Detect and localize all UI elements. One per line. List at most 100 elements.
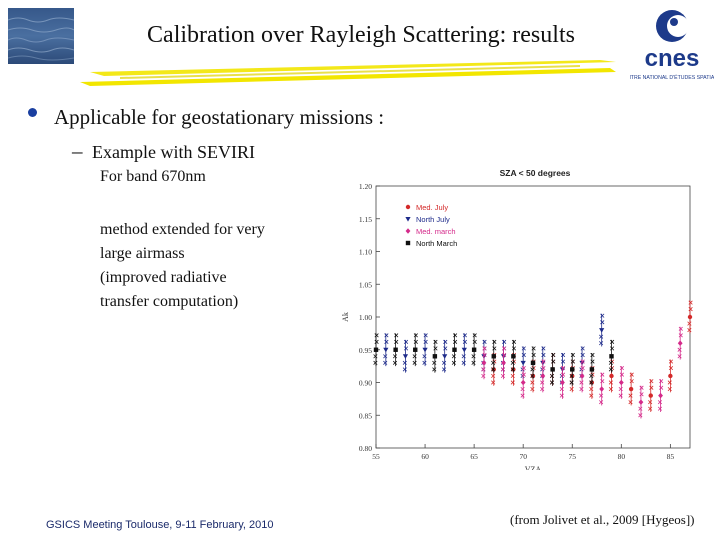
sample-cross	[579, 380, 584, 385]
sample-cross	[423, 333, 428, 338]
sample-cross	[502, 339, 507, 344]
sample-cross	[608, 386, 613, 392]
data-point	[405, 204, 411, 210]
method-line: large airmass	[100, 245, 185, 262]
sample-cross	[569, 380, 574, 385]
bullet-dot	[28, 108, 37, 117]
sample-cross	[540, 386, 545, 392]
sample-cross	[472, 333, 477, 338]
data-point	[422, 347, 428, 353]
data-point	[570, 367, 575, 372]
method-line: transfer computation)	[100, 293, 239, 310]
sample-cross	[648, 400, 653, 405]
sample-cross	[482, 346, 487, 351]
sample-cross	[402, 367, 407, 372]
sample-cross	[687, 321, 692, 326]
data-point	[405, 240, 411, 246]
sample-cross	[443, 346, 448, 351]
sample-cross	[500, 367, 506, 372]
sample-cross	[599, 400, 604, 405]
y-tick-label: 1.05	[359, 280, 372, 289]
sample-cross	[657, 400, 663, 405]
title-underline	[80, 60, 616, 86]
sample-cross	[403, 346, 409, 351]
sample-cross	[600, 379, 605, 384]
sample-cross	[659, 379, 664, 384]
sample-cross	[482, 339, 487, 344]
svg-text:cnes: cnes	[645, 45, 700, 72]
sample-cross	[639, 385, 644, 390]
sample-cross	[560, 372, 566, 377]
sample-cross	[619, 366, 624, 371]
y-tick-label: 1.10	[359, 248, 372, 257]
sample-cross	[491, 360, 496, 365]
y-tick-label: 1.15	[359, 215, 372, 224]
legend-label: Med. July	[416, 203, 448, 212]
sample-cross	[589, 393, 594, 398]
sample-cross	[579, 386, 584, 392]
sample-cross	[610, 346, 615, 351]
sample-cross	[580, 359, 585, 364]
x-tick-label: 85	[667, 452, 675, 461]
sample-cross	[540, 380, 545, 385]
sample-cross	[374, 339, 379, 344]
data-point	[383, 347, 389, 353]
sample-cross	[657, 406, 663, 411]
sample-cross	[580, 346, 585, 351]
sample-cross	[580, 366, 585, 371]
sample-cross	[471, 360, 476, 365]
data-point	[491, 354, 496, 359]
sample-cross	[502, 352, 507, 358]
sample-cross	[629, 379, 634, 384]
sample-cross	[677, 347, 682, 352]
sample-cross	[589, 373, 594, 379]
x-tick-label: 60	[421, 452, 429, 461]
sample-cross	[639, 392, 644, 397]
sample-cross	[659, 385, 664, 390]
sample-cross	[667, 380, 672, 385]
sample-cross	[471, 354, 476, 359]
sample-cross	[423, 339, 428, 344]
sample-cross	[541, 366, 546, 371]
sample-cross	[491, 380, 496, 385]
y-tick-label: 1.20	[359, 182, 372, 191]
sample-cross	[383, 354, 388, 359]
sample-cross	[599, 334, 604, 339]
sample-cross	[559, 386, 564, 392]
y-tick-label: 0.90	[359, 379, 372, 388]
chart-title: SZA < 50 degrees	[500, 168, 571, 178]
data-point	[393, 347, 398, 352]
data-point	[648, 393, 653, 398]
legend-label: Med. march	[416, 227, 456, 236]
data-point	[540, 373, 546, 379]
x-tick-label: 55	[372, 452, 380, 461]
method-line: (improved radiative	[100, 269, 227, 286]
sample-cross	[677, 354, 682, 359]
data-point	[668, 373, 673, 379]
sample-cross	[521, 372, 526, 377]
sample-cross	[638, 413, 643, 418]
sample-cross	[451, 360, 456, 365]
data-point	[511, 354, 516, 359]
band-text: For band 670nm	[100, 168, 206, 185]
sample-cross	[413, 339, 418, 344]
sample-cross	[482, 352, 487, 358]
sample-cross	[394, 339, 399, 344]
x-tick-label: 80	[618, 452, 626, 461]
sample-cross	[442, 367, 447, 372]
data-point	[618, 379, 624, 386]
sample-cross	[608, 367, 613, 372]
data-point	[471, 347, 477, 352]
sample-cross	[530, 367, 535, 372]
sample-cross	[373, 360, 378, 365]
sample-cross	[511, 346, 517, 351]
sample-cross	[589, 380, 594, 385]
sample-cross	[608, 360, 613, 365]
main-bullet: Applicable for geostationary missions :	[54, 105, 385, 129]
sample-cross	[549, 373, 555, 379]
sample-cross	[600, 372, 605, 377]
sample-cross	[618, 386, 623, 392]
sample-cross	[560, 359, 566, 364]
sample-cross	[531, 352, 536, 358]
sample-cross	[481, 373, 486, 379]
